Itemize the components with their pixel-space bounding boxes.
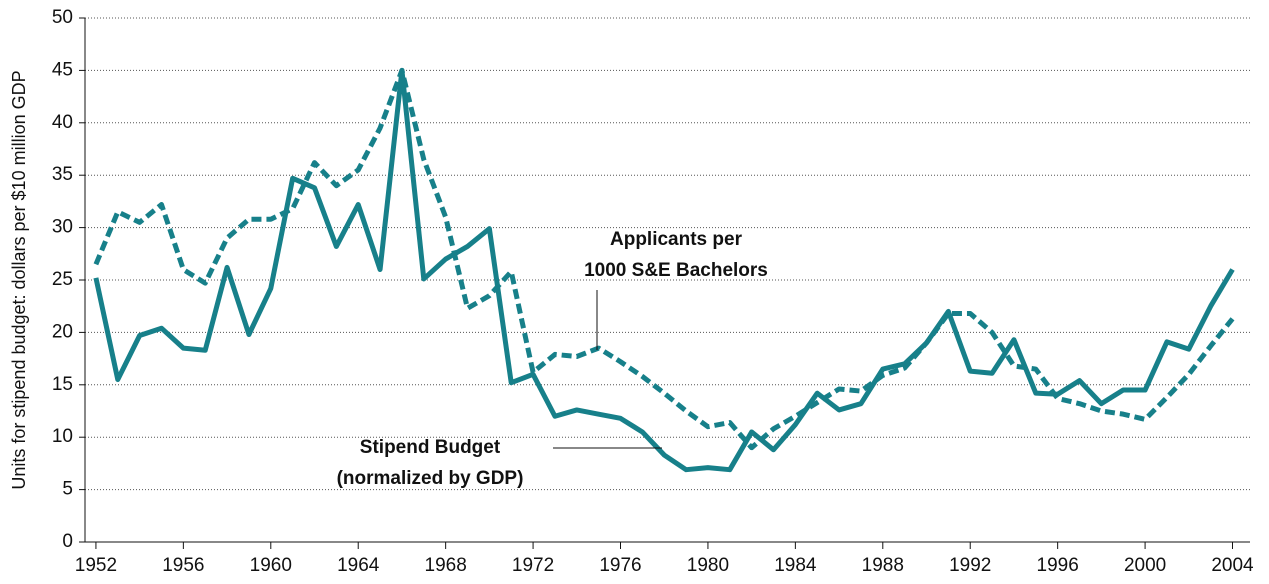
x-tick-label: 1956 (162, 555, 204, 576)
line-series (93, 67, 1235, 451)
y-tick-label: 30 (52, 217, 73, 238)
x-tick-label: 1952 (75, 555, 117, 576)
x-tick-label: 2004 (1211, 555, 1254, 576)
annotation: 1000 S&E Bachelors (584, 260, 768, 281)
x-tick-label: 1980 (687, 555, 729, 576)
y-axis-label: Units for stipend budget: dollars per $1… (9, 70, 29, 489)
y-tick-label: 5 (62, 479, 73, 500)
x-tick-label: 1996 (1037, 555, 1079, 576)
annotation: (normalized by GDP) (337, 468, 524, 489)
x-tick-label: 1960 (250, 555, 292, 576)
x-tick-label: 2000 (1124, 555, 1166, 576)
y-tick-label: 15 (52, 374, 73, 395)
annotation: Stipend Budget (360, 437, 501, 458)
y-tick-label: 40 (52, 112, 73, 133)
x-tick-label: 1984 (774, 555, 817, 576)
y-tick-label: 20 (52, 321, 73, 342)
x-tick-label: 1968 (425, 555, 467, 576)
x-tick-label: 1972 (512, 555, 554, 576)
y-tick-label: 10 (52, 426, 73, 447)
annotation: Applicants per (610, 229, 743, 250)
line-series (93, 67, 1235, 473)
x-tick-label: 1964 (337, 555, 380, 576)
x-tick-label: 1988 (862, 555, 904, 576)
y-tick-label: 25 (52, 269, 73, 290)
x-tick-label: 1992 (949, 555, 991, 576)
y-tick-label: 45 (52, 59, 73, 80)
y-tick-label: 50 (52, 7, 73, 28)
y-tick-label: 35 (52, 164, 73, 185)
x-tick-label: 1976 (599, 555, 641, 576)
y-tick-label: 0 (62, 531, 73, 552)
